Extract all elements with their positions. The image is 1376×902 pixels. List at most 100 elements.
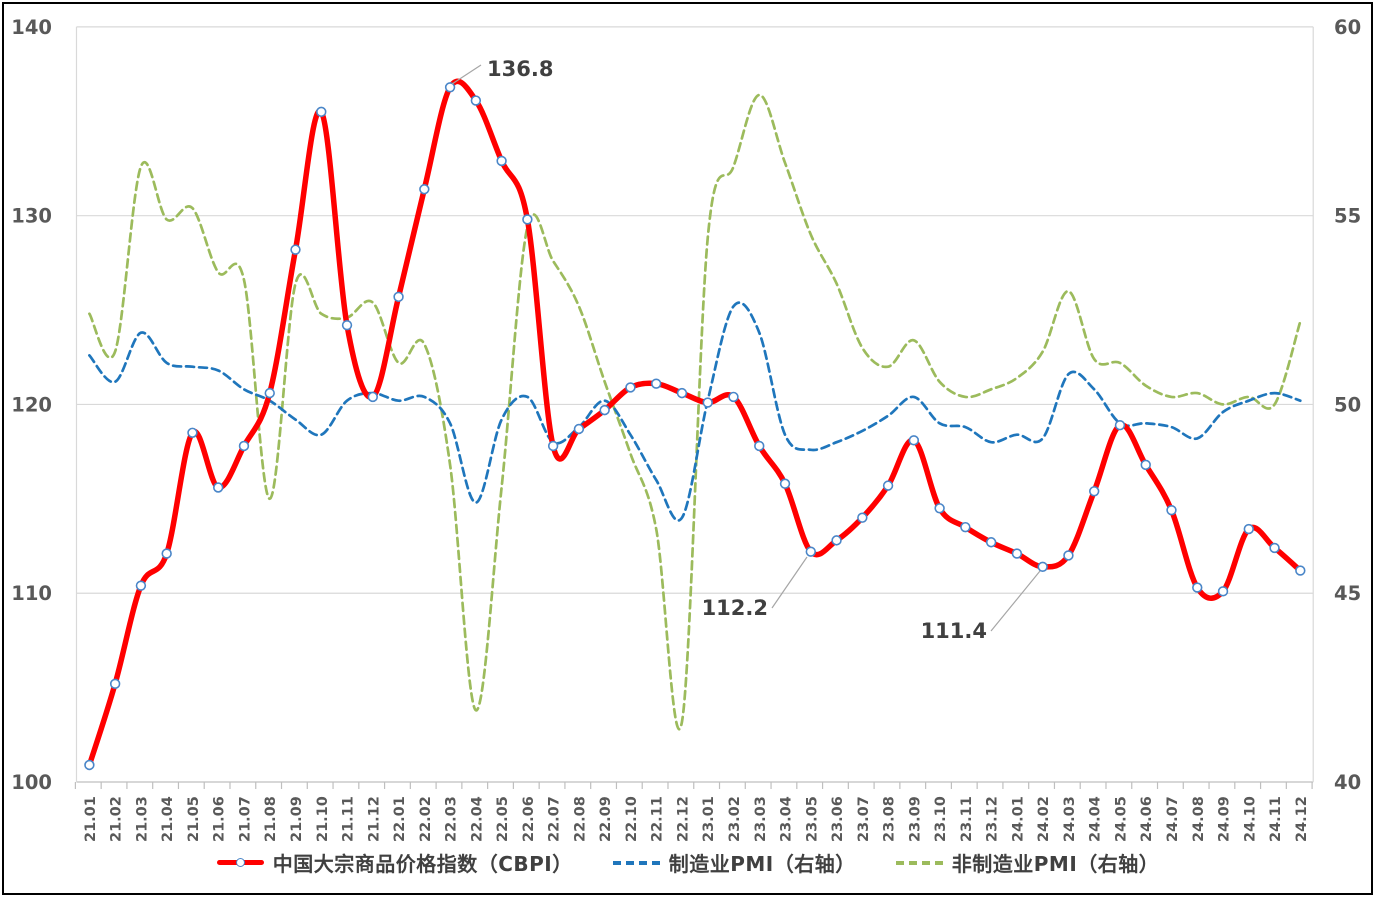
cbpi-data-point-marker [522,214,533,225]
x-axis-tick-label: 22.03 [444,796,460,842]
cbpi-data-point-marker [625,382,636,393]
cbpi-data-point-marker [1089,486,1100,497]
cbpi-data-point-marker [367,391,378,403]
cbpi-data-point-marker [1037,561,1048,572]
cbpi-data-point-marker [960,521,971,533]
annotation-label: 111.4 [921,619,987,643]
right-axis-tick-label: 55 [1334,205,1361,228]
cbpi-data-point-marker [882,480,894,491]
cbpi-data-point-marker [1140,459,1151,471]
cbpi-data-point-marker [419,184,430,195]
x-axis-tick-label: 24.03 [1062,796,1078,842]
cbpi-data-point-marker [573,423,585,435]
x-axis-tick-label: 21.09 [289,796,305,842]
left-axis-tick-label: 100 [11,771,52,794]
cbpi-data-point-marker [1217,586,1229,597]
x-axis-tick-label: 24.02 [1036,796,1052,842]
legend-label-manufacturing-pmi: 制造业PMI（右轴） [668,852,856,876]
annotation-leader-line [451,64,482,85]
cbpi-data-point-marker [393,291,404,303]
x-axis-tick-label: 22.02 [418,796,434,842]
x-axis-tick-label: 23.04 [779,796,795,842]
x-axis-tick-label: 22.07 [547,796,563,842]
cbpi-data-point-marker [676,387,688,399]
x-axis-tick-label: 23.12 [985,796,1001,842]
x-axis-tick-label: 22.12 [676,796,692,842]
cbpi-data-point-marker [187,427,198,438]
cbpi-marker-sample [235,858,245,867]
cbpi-data-point-marker [651,378,662,389]
left-axis-tick-label: 110 [11,582,52,605]
annotation-leader-line [771,556,808,609]
cbpi-data-point-marker [1243,523,1254,535]
x-axis-tick-label: 23.08 [882,796,898,842]
cbpi-data-point-marker [805,546,816,557]
cbpi-data-point-marker [1114,420,1126,431]
x-axis-tick-label: 22.10 [624,796,640,842]
x-axis-tick-label: 23.07 [856,796,872,842]
cbpi-data-point-marker [238,440,250,452]
x-axis-tick-label: 22.04 [469,796,485,842]
legend-item-cbpi: 中国大宗商品价格指数（CBPI） [216,848,573,877]
x-axis-tick-label: 22.05 [495,796,511,842]
cbpi-data-point-marker [290,244,301,255]
x-axis-tick-label: 21.07 [238,796,254,842]
x-axis-tick-label: 23.01 [701,796,717,842]
cbpi-data-point-marker [934,503,945,514]
cbpi-data-point-marker [264,387,275,399]
x-axis-tick-label: 21.03 [134,796,150,842]
cbpi-data-point-marker [857,512,868,523]
x-axis-tick-label: 21.06 [212,796,228,842]
x-axis-tick-label: 21.05 [186,796,202,842]
cbpi-data-point-marker [779,478,791,489]
cbpi-data-point-marker [985,537,997,548]
cbpi-data-point-marker [444,82,456,93]
cbpi-data-point-marker [908,435,920,446]
cbpi-data-point-marker [316,106,327,118]
cbpi-data-point-marker [1295,565,1306,576]
x-axis-tick-label: 22.11 [650,796,666,842]
cbpi-data-point-marker [84,759,95,771]
x-axis-tick-label: 24.11 [1268,796,1284,842]
nonmanufacturing-pmi-dash-swatch-icon [895,857,943,869]
cbpi-data-point-marker [341,319,353,331]
left-axis-tick-label: 130 [11,205,52,228]
x-axis-tick-label: 24.04 [1088,796,1104,842]
cbpi-data-point-marker [1166,504,1177,516]
left-axis-tick-label: 140 [11,16,52,39]
cbpi-data-point-marker [109,678,121,690]
x-axis-tick-label: 21.04 [160,796,176,842]
x-axis-tick-label: 22.09 [598,796,614,842]
x-axis-tick-label: 23.11 [959,796,975,842]
x-axis-tick-label: 24.09 [1217,796,1233,842]
cbpi-data-point-marker [754,440,765,452]
right-axis-tick-label: 45 [1334,582,1361,605]
legend-label-nonmanufacturing-pmi: 非制造业PMI（右轴） [951,852,1160,876]
cbpi-data-point-marker [135,580,147,591]
annotation-label: 136.8 [487,57,553,81]
x-axis-tick-label: 21.08 [263,796,279,842]
x-axis-tick-label: 24.08 [1191,796,1207,842]
legend-item-manufacturing-pmi: 制造业PMI（右轴） [612,848,856,877]
cbpi-data-point-marker [1011,548,1023,559]
nonmanufacturing-pmi-line [88,93,1302,731]
x-axis-tick-label: 23.06 [830,796,846,842]
cbpi-data-point-marker [599,404,610,416]
nonmanufacturing-pmi-line-sample [895,861,943,865]
x-axis-tick-label: 24.01 [1010,796,1026,842]
x-axis-tick-label: 23.02 [727,796,743,842]
legend-item-nonmanufacturing-pmi: 非制造业PMI（右轴） [895,848,1160,877]
cbpi-data-point-marker [1192,582,1203,593]
left-axis-tick-label: 120 [11,393,52,416]
right-axis-tick-label: 40 [1334,771,1361,794]
x-axis-tick-label: 24.07 [1165,796,1181,842]
x-axis-tick-label: 22.06 [521,796,537,842]
x-axis-tick-label: 21.12 [366,796,382,842]
x-axis-tick-label: 23.10 [933,796,949,842]
x-axis-tick-label: 21.10 [315,796,331,842]
x-axis-tick-label: 23.09 [907,796,923,842]
x-axis-tick-label: 24.05 [1114,796,1130,842]
annotation-leader-line [990,570,1041,632]
manufacturing-pmi-line-sample [612,861,660,865]
